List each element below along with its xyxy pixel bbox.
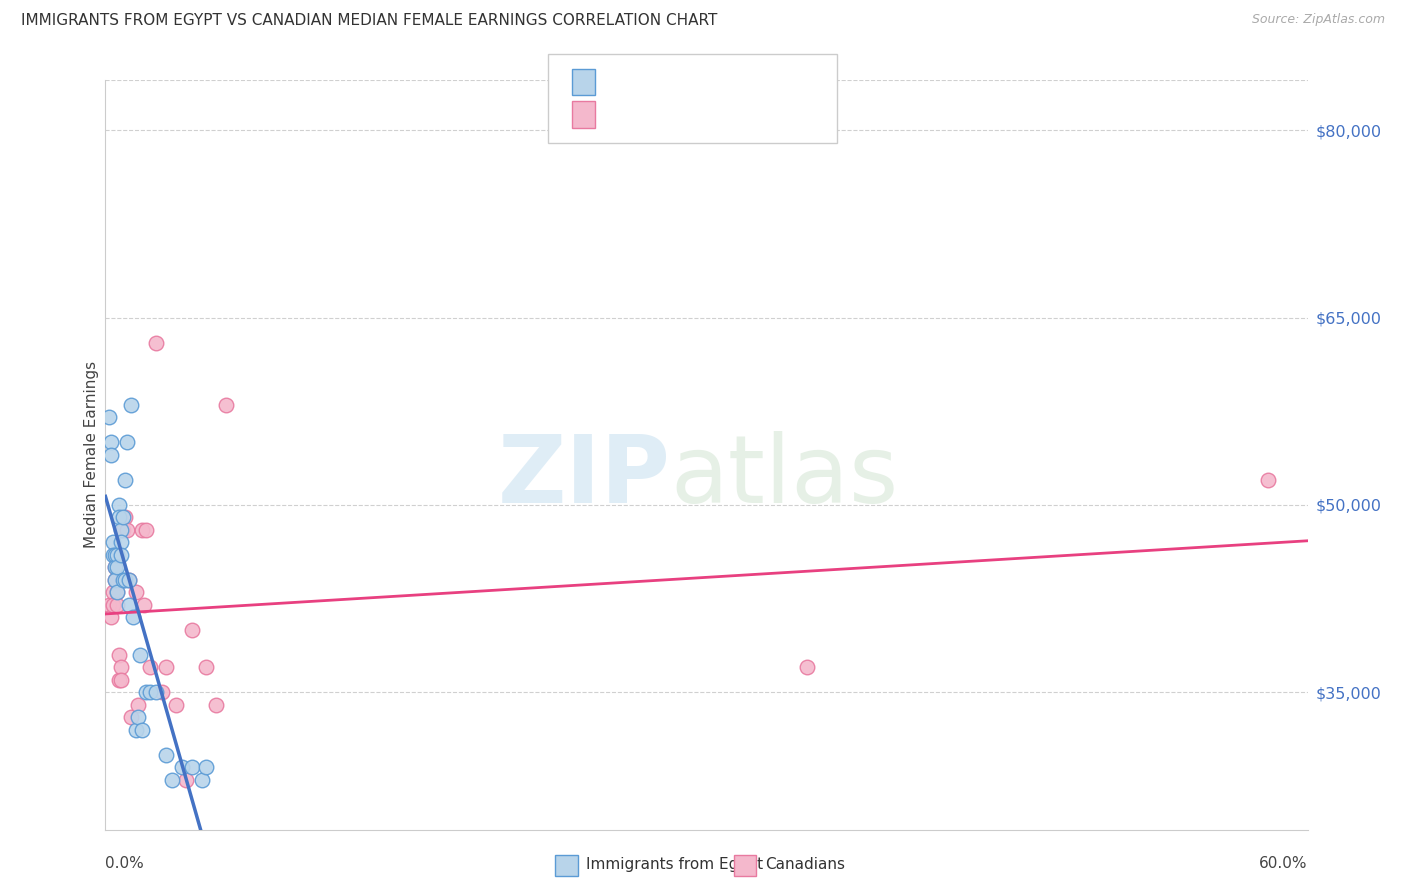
Point bbox=[104, 560, 127, 574]
Point bbox=[165, 698, 187, 712]
Point bbox=[121, 710, 143, 724]
Point bbox=[114, 510, 136, 524]
Point bbox=[118, 573, 141, 587]
Point bbox=[145, 685, 167, 699]
Point bbox=[180, 623, 202, 637]
Point bbox=[114, 573, 136, 587]
Point bbox=[100, 610, 122, 624]
Point bbox=[112, 523, 135, 537]
Text: 60.0%: 60.0% bbox=[1260, 856, 1308, 871]
Point bbox=[160, 772, 183, 787]
Point bbox=[114, 473, 136, 487]
Point bbox=[112, 573, 135, 587]
Point bbox=[98, 598, 121, 612]
Point bbox=[1257, 473, 1279, 487]
Text: Immigrants from Egypt: Immigrants from Egypt bbox=[586, 857, 763, 872]
Point bbox=[145, 335, 167, 350]
Point bbox=[108, 498, 131, 512]
Point bbox=[104, 548, 127, 562]
Point bbox=[100, 435, 122, 450]
Point bbox=[117, 435, 139, 450]
Point bbox=[135, 685, 157, 699]
Point bbox=[108, 510, 131, 524]
Point bbox=[122, 610, 145, 624]
Point bbox=[110, 523, 132, 537]
Point bbox=[132, 598, 155, 612]
Point bbox=[104, 573, 127, 587]
Text: N = 34: N = 34 bbox=[707, 107, 765, 121]
Point bbox=[124, 585, 146, 599]
Point bbox=[155, 660, 177, 674]
Point bbox=[138, 685, 160, 699]
Point bbox=[174, 772, 197, 787]
Point bbox=[214, 398, 236, 412]
Text: ZIP: ZIP bbox=[498, 432, 671, 524]
Point bbox=[103, 585, 125, 599]
Point bbox=[112, 510, 135, 524]
Point bbox=[104, 560, 127, 574]
Point bbox=[118, 573, 141, 587]
Point bbox=[204, 698, 226, 712]
Point bbox=[128, 648, 150, 662]
Point bbox=[124, 723, 146, 737]
Point bbox=[170, 760, 193, 774]
Point bbox=[110, 548, 132, 562]
Text: IMMIGRANTS FROM EGYPT VS CANADIAN MEDIAN FEMALE EARNINGS CORRELATION CHART: IMMIGRANTS FROM EGYPT VS CANADIAN MEDIAN… bbox=[21, 13, 717, 29]
Point bbox=[131, 723, 153, 737]
Text: R = 0.046: R = 0.046 bbox=[606, 107, 682, 121]
Point bbox=[107, 548, 129, 562]
Point bbox=[107, 585, 129, 599]
Y-axis label: Median Female Earnings: Median Female Earnings bbox=[84, 361, 98, 549]
Text: Canadians: Canadians bbox=[765, 857, 845, 872]
Point bbox=[110, 673, 132, 687]
Point bbox=[180, 760, 202, 774]
Text: 0.0%: 0.0% bbox=[105, 856, 145, 871]
Point bbox=[190, 772, 212, 787]
Point bbox=[103, 548, 125, 562]
Point bbox=[107, 598, 129, 612]
Point bbox=[98, 410, 121, 425]
Point bbox=[117, 523, 139, 537]
Point bbox=[104, 573, 127, 587]
Point bbox=[194, 660, 217, 674]
Point bbox=[127, 710, 149, 724]
Point bbox=[131, 523, 153, 537]
Text: Source: ZipAtlas.com: Source: ZipAtlas.com bbox=[1251, 13, 1385, 27]
Point bbox=[110, 535, 132, 549]
Point bbox=[118, 598, 141, 612]
Point bbox=[121, 398, 143, 412]
Point bbox=[796, 660, 818, 674]
Point bbox=[100, 448, 122, 462]
Point bbox=[138, 660, 160, 674]
Point bbox=[103, 535, 125, 549]
Point bbox=[150, 685, 173, 699]
Point bbox=[108, 648, 131, 662]
Point bbox=[135, 523, 157, 537]
Point bbox=[108, 673, 131, 687]
Text: N = 38: N = 38 bbox=[707, 75, 765, 89]
Point bbox=[127, 698, 149, 712]
Text: atlas: atlas bbox=[671, 432, 898, 524]
Point bbox=[155, 747, 177, 762]
Point bbox=[110, 660, 132, 674]
Point bbox=[194, 760, 217, 774]
Point bbox=[103, 598, 125, 612]
Point bbox=[107, 585, 129, 599]
Point bbox=[107, 560, 129, 574]
Text: R = -0.411: R = -0.411 bbox=[606, 75, 688, 89]
